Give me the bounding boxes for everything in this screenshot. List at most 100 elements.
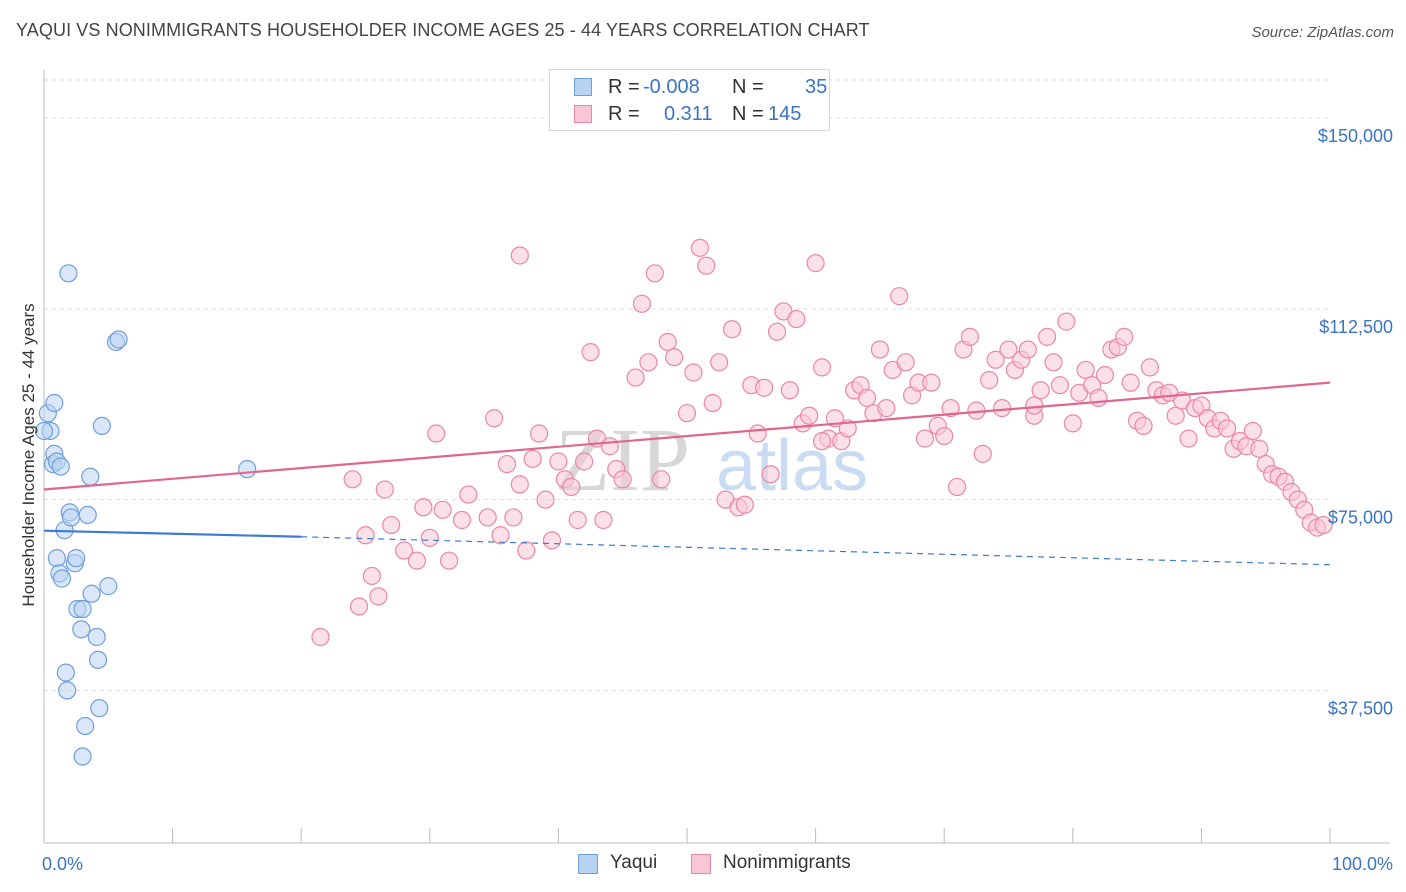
nonimmigrant-point bbox=[632, 294, 652, 313]
legend-row-nonimmigrants: R = 0.311 N = 145 bbox=[550, 101, 829, 127]
yaqui-point bbox=[51, 457, 70, 476]
yaqui-point bbox=[47, 549, 66, 568]
nonimmigrant-point bbox=[1025, 396, 1044, 415]
legend-r-label: R = bbox=[608, 103, 640, 125]
nonimmigrant-point bbox=[562, 477, 581, 497]
yaqui-point bbox=[238, 460, 257, 479]
nonimmigrant-point bbox=[703, 393, 722, 413]
nonimmigrant-point bbox=[992, 398, 1012, 418]
yaqui-point bbox=[58, 681, 77, 700]
yaqui-point bbox=[72, 620, 91, 639]
nonimmigrant-point bbox=[658, 332, 677, 352]
y-tick-label: $112,500 bbox=[1319, 317, 1393, 337]
correlation-legend: R = -0.008 N = 35 R = 0.311 N = 145 bbox=[549, 69, 830, 131]
yaqui-point bbox=[87, 627, 106, 647]
bottom-legend-swatch-yaqui bbox=[578, 854, 598, 874]
nonimmigrant-point bbox=[343, 470, 362, 489]
nonimmigrant-point bbox=[973, 444, 992, 463]
legend-r-label: R = bbox=[608, 76, 640, 98]
nonimmigrant-point bbox=[523, 449, 542, 469]
nonimmigrant-point bbox=[510, 475, 529, 494]
nonimmigrant-point bbox=[375, 480, 394, 499]
yaqui-point bbox=[99, 577, 118, 596]
nonimmigrant-point bbox=[439, 551, 459, 570]
yaqui-point bbox=[67, 549, 86, 568]
yaqui-point bbox=[82, 584, 101, 603]
nonimmigrant-point bbox=[407, 551, 427, 570]
nonimmigrant-point bbox=[1179, 429, 1198, 448]
nonimmigrant-point bbox=[1044, 353, 1063, 372]
nonimmigrant-point bbox=[806, 254, 825, 273]
yaqui-point bbox=[76, 716, 95, 736]
nonimmigrant-point bbox=[369, 587, 388, 606]
nonimmigrant-point bbox=[870, 340, 890, 359]
yaqui-point bbox=[92, 416, 111, 435]
nonimmigrant-point bbox=[980, 371, 999, 390]
legend-n-label: N = bbox=[732, 103, 764, 125]
nonimmigrant-point bbox=[800, 406, 819, 425]
nonimmigrant-point bbox=[710, 353, 729, 372]
nonimmigrant-point bbox=[812, 358, 832, 377]
nonimmigrant-point bbox=[1250, 439, 1269, 458]
nonimmigrant-point bbox=[761, 465, 780, 484]
nonimmigrant-point bbox=[1314, 515, 1333, 535]
nonimmigrant-point bbox=[536, 490, 555, 509]
nonimmigrant-point bbox=[1031, 381, 1050, 400]
nonimmigrant-point bbox=[812, 432, 832, 451]
nonimmigrant-point bbox=[382, 515, 401, 535]
nonimmigrant-point bbox=[684, 363, 703, 382]
legend-n-label: N = bbox=[732, 76, 764, 98]
bottom-legend-swatch-nonimmigrants bbox=[691, 854, 711, 874]
nonimmigrant-point bbox=[645, 264, 664, 283]
nonimmigrant-point bbox=[581, 343, 600, 362]
legend-swatch-yaqui bbox=[574, 78, 592, 96]
nonimmigrant-point bbox=[485, 409, 504, 428]
nonimmigrant-point bbox=[530, 424, 549, 443]
yaqui-point bbox=[61, 508, 81, 527]
nonimmigrant-point bbox=[690, 238, 709, 257]
source-label: Source: ZipAtlas.com bbox=[1251, 24, 1394, 41]
legend-n-value: 145 bbox=[768, 103, 802, 125]
yaqui-point bbox=[52, 569, 72, 588]
nonimmigrant-point bbox=[1089, 388, 1108, 408]
nonimmigrant-point bbox=[1076, 360, 1095, 380]
yaqui-point bbox=[78, 505, 97, 525]
nonimmigrant-point bbox=[517, 541, 536, 560]
nonimmigrant-point bbox=[420, 528, 439, 547]
nonimmigrant-point bbox=[1115, 327, 1134, 346]
nonimmigrant-point bbox=[735, 495, 754, 514]
nonimmigrant-point bbox=[311, 627, 330, 647]
tick-labels: $37,500 $75,000 $112,500 $150,000 0.0% 100.0% bbox=[42, 126, 1393, 874]
nonimmigrant-point bbox=[1121, 373, 1140, 392]
yaqui-point bbox=[90, 699, 109, 718]
nonimmigrant-point bbox=[941, 398, 960, 418]
nonimmigrant-point bbox=[497, 454, 517, 474]
nonimmigrant-point bbox=[1018, 340, 1037, 359]
nonimmigrant-point bbox=[947, 477, 967, 497]
nonimmigrant-point bbox=[549, 452, 568, 471]
nonimmigrant-point bbox=[433, 500, 452, 519]
yaqui-point bbox=[56, 663, 75, 682]
nonimmigrant-point bbox=[986, 350, 1005, 369]
nonimmigrant-point bbox=[639, 353, 658, 372]
y-tick-label: $75,000 bbox=[1328, 508, 1393, 528]
yaqui-point bbox=[73, 599, 92, 619]
nonimmigrant-point bbox=[575, 452, 594, 471]
legend-r-value: -0.008 bbox=[643, 76, 700, 98]
nonimmigrant-point bbox=[1166, 406, 1185, 425]
yaqui-point bbox=[73, 747, 92, 766]
nonimmigrant-point bbox=[890, 287, 909, 306]
nonimmigrant-point bbox=[356, 526, 375, 545]
nonimmigrant-point bbox=[414, 498, 433, 517]
nonimmigrant-point bbox=[613, 470, 632, 489]
nonimmigrant-point bbox=[1057, 312, 1076, 331]
yaqui-point bbox=[45, 393, 64, 413]
bottom-legend-label-yaqui: Yaqui bbox=[610, 852, 658, 873]
nonimmigrant-point bbox=[877, 398, 896, 418]
trend-line-nonimmigrants bbox=[43, 381, 1331, 491]
nonimmigrant-point bbox=[1218, 419, 1237, 438]
nonimmigrant-point bbox=[915, 429, 935, 448]
nonimmigrant-point bbox=[1134, 416, 1153, 435]
nonimmigrant-point bbox=[491, 526, 510, 545]
